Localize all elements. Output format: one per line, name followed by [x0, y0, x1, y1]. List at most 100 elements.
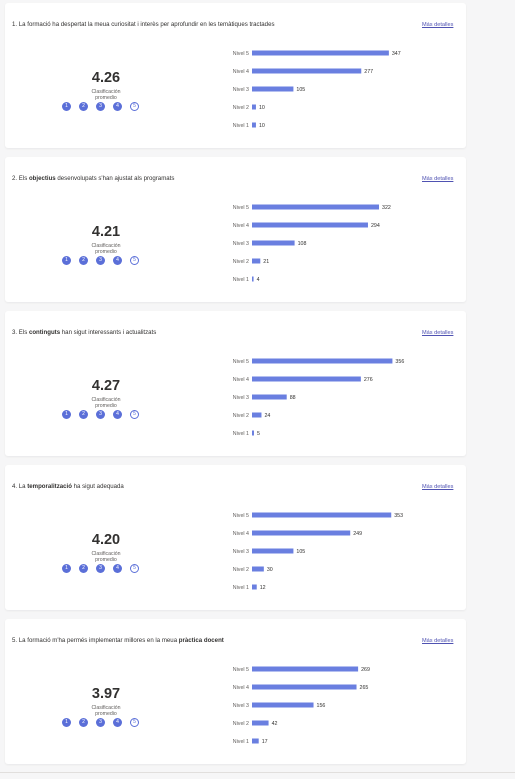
more-details-link[interactable]: Más detalles — [422, 330, 454, 336]
average-rating-caption: Clasificación promedio — [75, 397, 137, 410]
bar-count-label: 294 — [371, 223, 380, 229]
rating-circle-4-icon: 4 — [113, 410, 122, 419]
average-caption-line1: Clasificación — [91, 551, 121, 557]
bar-nivel-3 — [252, 240, 295, 246]
average-rating-caption: Clasificación promedio — [75, 243, 137, 256]
bar-category-label: Nivel 2 — [233, 567, 249, 573]
bar-count-label: 4 — [257, 277, 260, 283]
question-title-part: pràctica docent — [178, 637, 224, 644]
question-title-part: objectius — [28, 175, 56, 182]
rating-distribution-chart: Nivel 5 269 Nivel 4 265 Nivel 3 156 Nivel 2 42 N… — [233, 666, 370, 745]
rating-circle-2-icon: 2 — [79, 410, 88, 419]
rating-circle-2-icon: 2 — [79, 718, 88, 727]
rating-distribution-chart: Nivel 5 356 Nivel 4 276 Nivel 3 88 Nivel 2 24 Ni… — [233, 358, 404, 437]
bar-count-label: 249 — [353, 531, 362, 537]
question-title: 4. La temporalització ha sigut adequada — [12, 483, 392, 491]
rating-circle-4-icon: 4 — [113, 564, 122, 573]
bar-nivel-1 — [252, 430, 254, 436]
average-rating-caption: Clasificación promedio — [75, 551, 137, 564]
rating-circle-4-icon: 4 — [113, 718, 122, 727]
bar-nivel-5 — [252, 512, 392, 518]
bar-nivel-2 — [252, 258, 261, 264]
rating-circle-3-icon: 3 — [96, 102, 105, 111]
bar-category-label: Nivel 4 — [233, 69, 249, 75]
question-title-part: 2. Els — [12, 175, 29, 182]
bar-nivel-3 — [252, 702, 314, 708]
bar-count-label: 322 — [382, 205, 391, 211]
bar-nivel-1 — [252, 122, 256, 128]
average-caption-line1: Clasificación — [91, 89, 121, 95]
bar-category-label: Nivel 3 — [233, 87, 249, 93]
rating-distribution-chart: Nivel 5 353 Nivel 4 249 Nivel 3 105 Nivel 2 30 N… — [233, 512, 403, 591]
bar-category-label: Nivel 3 — [233, 703, 249, 709]
average-caption-line2: promedio — [95, 557, 117, 564]
question-card-3: 3. Els continguts han sigut interessants… — [5, 311, 466, 456]
bar-category-label: Nivel 1 — [233, 431, 249, 437]
bar-count-label: 353 — [394, 513, 403, 519]
question-title: 2. Els objectius desenvolupats s'han aju… — [12, 175, 392, 183]
average-caption-line1: Clasificación — [91, 243, 121, 249]
bar-count-label: 156 — [317, 703, 326, 709]
question-title: 5. La formació m'ha permés implementar m… — [12, 637, 392, 645]
bar-category-label: Nivel 1 — [233, 585, 249, 591]
bar-count-label: 17 — [262, 739, 268, 745]
question-title-part: han sigut interessants i actualitzats — [60, 329, 157, 336]
more-details-link[interactable]: Más detalles — [422, 176, 454, 182]
question-card-2: 2. Els objectius desenvolupats s'han aju… — [5, 157, 466, 302]
rating-distribution-chart: Nivel 5 347 Nivel 4 277 Nivel 3 105 Nivel 2 10 N… — [233, 50, 401, 129]
bar-nivel-5 — [252, 204, 380, 210]
bar-category-label: Nivel 2 — [233, 259, 249, 265]
average-caption-line2: promedio — [95, 95, 117, 102]
bar-category-label: Nivel 5 — [233, 359, 249, 365]
rating-circle-3-icon: 3 — [96, 564, 105, 573]
bar-category-label: Nivel 4 — [233, 377, 249, 383]
bar-nivel-2 — [252, 104, 256, 110]
rating-circle-3-icon: 3 — [96, 410, 105, 419]
bar-category-label: Nivel 1 — [233, 123, 249, 129]
average-rating-value: 4.27 — [91, 378, 121, 394]
question-card-1: 1. La formació ha despertat la meua curi… — [5, 3, 466, 148]
bar-nivel-1 — [252, 276, 254, 282]
question-card-5: 5. La formació m'ha permés implementar m… — [5, 619, 466, 764]
bar-count-label: 277 — [364, 69, 373, 75]
average-rating-value: 4.26 — [91, 70, 121, 86]
average-caption-line2: promedio — [95, 249, 117, 256]
bar-category-label: Nivel 1 — [233, 277, 249, 283]
bar-count-label: 10 — [259, 105, 265, 111]
bar-nivel-4 — [252, 376, 361, 382]
bar-count-label: 347 — [392, 51, 401, 57]
rating-circle-2-icon: 2 — [79, 564, 88, 573]
bar-count-label: 24 — [264, 413, 270, 419]
question-title-part: 1. La formació ha despertat la meua curi… — [12, 21, 275, 28]
bar-count-label: 356 — [395, 359, 404, 365]
bar-count-label: 12 — [260, 585, 266, 591]
bar-nivel-3 — [252, 548, 294, 554]
bar-category-label: Nivel 2 — [233, 105, 249, 111]
rating-circle-1-icon: 1 — [62, 256, 71, 265]
question-title: 3. Els continguts han sigut interessants… — [12, 329, 392, 337]
bar-nivel-4 — [252, 222, 368, 228]
bar-nivel-5 — [252, 50, 389, 56]
average-caption-line2: promedio — [95, 711, 117, 718]
bar-category-label: Nivel 5 — [233, 51, 249, 57]
question-title-part: ha sigut adequada — [71, 483, 124, 490]
rating-circle-1-icon: 1 — [62, 410, 71, 419]
bar-count-label: 265 — [360, 685, 369, 691]
average-rating-caption: Clasificación promedio — [75, 89, 137, 102]
rating-circle-5-icon: 5 — [130, 410, 139, 419]
rating-circle-1-icon: 1 — [62, 102, 71, 111]
more-details-link[interactable]: Más detalles — [422, 22, 454, 28]
bar-count-label: 88 — [290, 395, 296, 401]
bar-nivel-5 — [252, 666, 359, 672]
bar-count-label: 21 — [263, 259, 269, 265]
bar-category-label: Nivel 3 — [233, 395, 249, 401]
more-details-link[interactable]: Más detalles — [422, 638, 454, 644]
more-details-link[interactable]: Más detalles — [422, 484, 454, 490]
bar-nivel-4 — [252, 684, 357, 690]
bar-nivel-4 — [252, 68, 362, 74]
question-card-4: 4. La temporalització ha sigut adequada M… — [5, 465, 466, 610]
bar-category-label: Nivel 5 — [233, 205, 249, 211]
